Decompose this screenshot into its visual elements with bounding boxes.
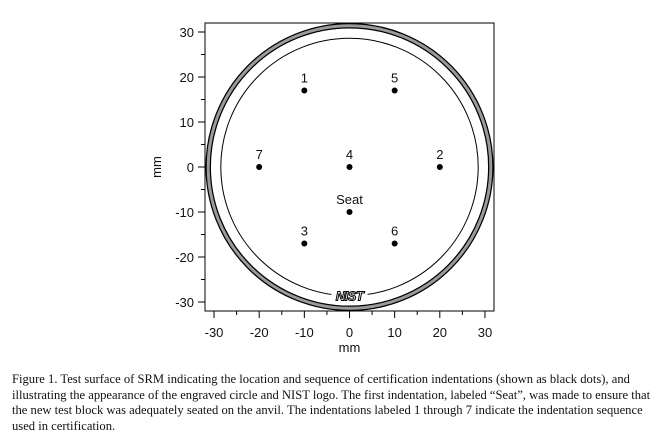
indentation-point bbox=[391, 240, 398, 247]
y-tick-label: -10 bbox=[175, 205, 194, 220]
point-label: 7 bbox=[256, 147, 263, 162]
y-tick-label: 10 bbox=[180, 115, 194, 130]
point-label: 2 bbox=[436, 147, 443, 162]
x-tick-label: 10 bbox=[387, 325, 401, 340]
logo-background bbox=[331, 288, 368, 303]
y-axis-label: mm bbox=[149, 156, 164, 178]
indentation-point bbox=[436, 164, 443, 170]
point-label: Seat bbox=[336, 192, 363, 207]
indentation-point bbox=[346, 164, 353, 170]
y-tick-label: 30 bbox=[180, 25, 194, 40]
x-tick-label: 20 bbox=[433, 325, 447, 340]
x-tick-label: -10 bbox=[295, 325, 314, 340]
indentation-point bbox=[391, 87, 398, 94]
x-tick-label: 30 bbox=[478, 325, 492, 340]
x-tick-label: 0 bbox=[346, 325, 353, 340]
point-label: 5 bbox=[391, 71, 398, 86]
x-tick-label: -20 bbox=[250, 325, 269, 340]
indentation-point bbox=[301, 87, 308, 94]
figure-plot: NIST -30 -20 -10 0 10 20 30 -30 -20 -10 0 10 20 30 mm mm… bbox=[149, 22, 495, 355]
y-tick-label: -30 bbox=[175, 295, 194, 310]
indentation-point bbox=[346, 209, 353, 215]
point-label: 3 bbox=[301, 224, 308, 239]
point-label: 4 bbox=[346, 147, 353, 162]
x-axis-label: mm bbox=[339, 340, 361, 355]
x-tick-label: -30 bbox=[205, 325, 224, 340]
outer-ring bbox=[206, 24, 493, 310]
point-label: 6 bbox=[391, 224, 398, 239]
indentation-point bbox=[256, 164, 263, 170]
y-tick-label: 0 bbox=[187, 160, 194, 175]
indentation-point bbox=[301, 240, 308, 247]
figure-caption: Figure 1. Test surface of SRM indicating… bbox=[12, 372, 651, 433]
nist-logo: NIST bbox=[336, 289, 365, 304]
y-tick-label: -20 bbox=[175, 250, 194, 265]
y-tick-label: 20 bbox=[180, 70, 194, 85]
point-label: 1 bbox=[301, 71, 308, 86]
